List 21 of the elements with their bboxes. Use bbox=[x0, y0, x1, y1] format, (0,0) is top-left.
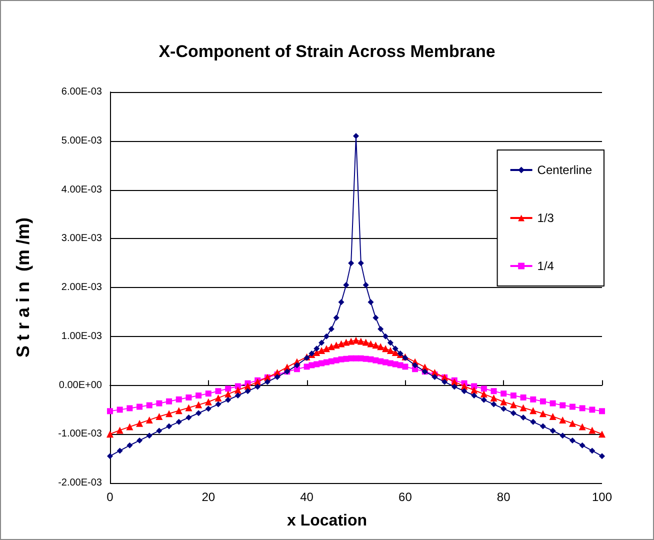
y-tick-label: -2.00E-03 bbox=[58, 478, 102, 488]
y-tick-label: 0.00E+00 bbox=[58, 380, 102, 391]
y-tick-label: 4.00E-03 bbox=[61, 184, 102, 196]
x-tick-label: 0 bbox=[106, 490, 114, 504]
legend-label: 1/3 bbox=[537, 211, 554, 225]
legend-label: 1/4 bbox=[537, 259, 554, 273]
y-tick-label: -1.00E-03 bbox=[58, 428, 102, 440]
legend-label: Centerline bbox=[537, 163, 592, 177]
y-tick-label: 3.00E-03 bbox=[61, 233, 102, 244]
y-tick-label: 5.00E-03 bbox=[61, 135, 102, 146]
x-tick-label: 20 bbox=[202, 490, 216, 504]
y-tick-label: 6.00E-03 bbox=[61, 86, 102, 98]
y-tick-label: 1.00E-03 bbox=[61, 330, 102, 342]
x-tick-label: 80 bbox=[496, 490, 511, 504]
y-tick-label: 2.00E-03 bbox=[61, 282, 102, 293]
x-tick-label: 100 bbox=[592, 490, 612, 504]
chart-title: X-Component of Strain Across Membrane bbox=[158, 42, 496, 61]
x-tick-label: 40 bbox=[300, 490, 314, 504]
y-axis-title: S t r a i n (m /m) bbox=[13, 217, 33, 358]
x-tick-label: 60 bbox=[398, 490, 412, 504]
x-axis-title: x Location bbox=[286, 512, 368, 530]
